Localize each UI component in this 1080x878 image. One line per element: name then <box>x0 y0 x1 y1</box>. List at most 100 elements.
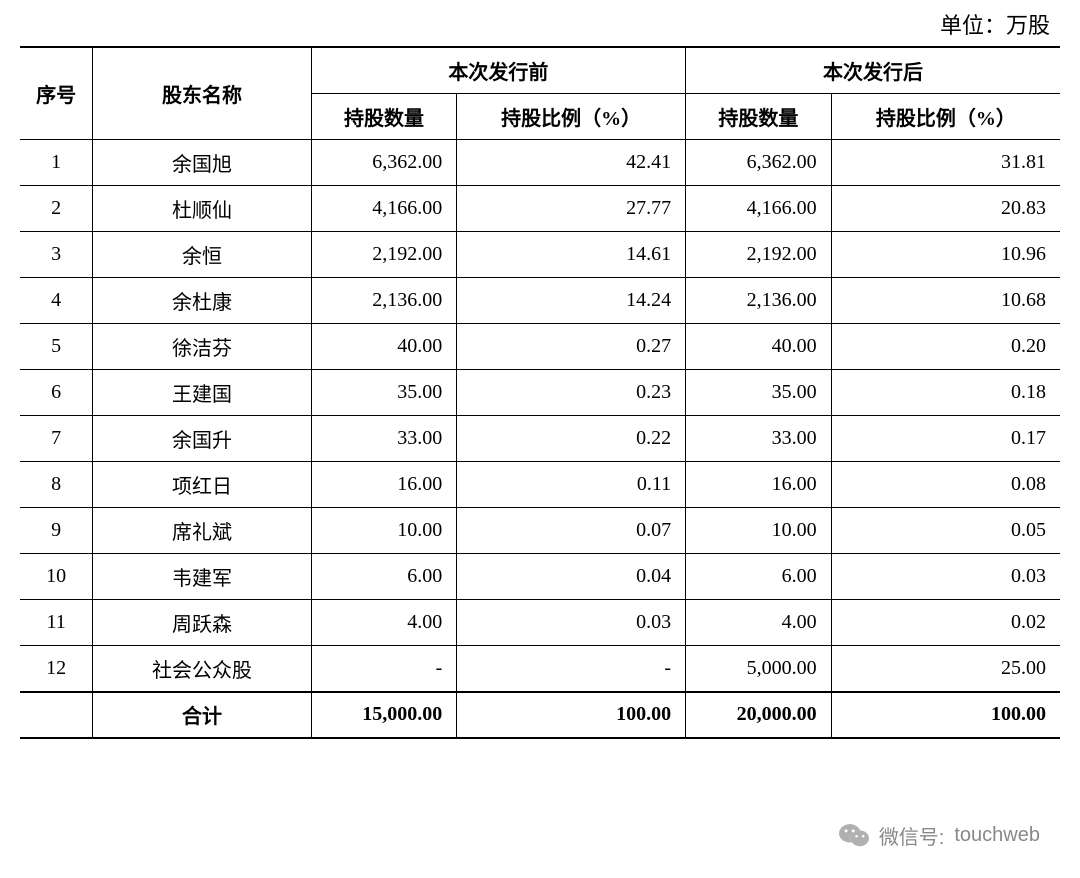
table-row: 7余国升33.000.2233.000.17 <box>20 416 1060 462</box>
table-row: 10韦建军6.000.046.000.03 <box>20 554 1060 600</box>
cell-before-qty: 40.00 <box>311 324 457 370</box>
cell-before-qty: 33.00 <box>311 416 457 462</box>
cell-after-pct: 0.03 <box>831 554 1060 600</box>
cell-before-pct: 27.77 <box>457 186 686 232</box>
cell-before-pct: - <box>457 646 686 692</box>
header-after-qty: 持股数量 <box>686 94 832 140</box>
cell-after-qty: 10.00 <box>686 508 832 554</box>
cell-before-pct: 0.22 <box>457 416 686 462</box>
cell-before-pct: 100.00 <box>457 692 686 738</box>
footer-watermark: 微信号: touchweb <box>839 820 1040 850</box>
cell-before-pct: 0.03 <box>457 600 686 646</box>
footer-label: 微信号: <box>879 821 945 850</box>
cell-after-qty: 4,166.00 <box>686 186 832 232</box>
cell-seq: 12 <box>20 646 93 692</box>
cell-seq: 3 <box>20 232 93 278</box>
cell-before-pct: 0.11 <box>457 462 686 508</box>
cell-before-qty: 16.00 <box>311 462 457 508</box>
cell-before-pct: 42.41 <box>457 140 686 186</box>
cell-before-pct: 14.24 <box>457 278 686 324</box>
cell-name: 合计 <box>93 692 311 738</box>
cell-after-pct: 20.83 <box>831 186 1060 232</box>
cell-seq <box>20 692 93 738</box>
cell-before-pct: 0.23 <box>457 370 686 416</box>
table-row: 8项红日16.000.1116.000.08 <box>20 462 1060 508</box>
cell-before-qty: 6,362.00 <box>311 140 457 186</box>
cell-after-pct: 0.08 <box>831 462 1060 508</box>
cell-before-qty: 10.00 <box>311 508 457 554</box>
cell-after-pct: 0.18 <box>831 370 1060 416</box>
header-before-pct: 持股比例（%） <box>457 94 686 140</box>
cell-name: 韦建军 <box>93 554 311 600</box>
cell-seq: 8 <box>20 462 93 508</box>
cell-after-qty: 6,362.00 <box>686 140 832 186</box>
table-row: 3余恒2,192.0014.612,192.0010.96 <box>20 232 1060 278</box>
cell-after-pct: 0.02 <box>831 600 1060 646</box>
cell-seq: 11 <box>20 600 93 646</box>
table-row: 9席礼斌10.000.0710.000.05 <box>20 508 1060 554</box>
cell-before-qty: 2,192.00 <box>311 232 457 278</box>
cell-before-pct: 14.61 <box>457 232 686 278</box>
cell-after-pct: 0.17 <box>831 416 1060 462</box>
cell-before-qty: 15,000.00 <box>311 692 457 738</box>
cell-before-qty: 2,136.00 <box>311 278 457 324</box>
cell-before-pct: 0.27 <box>457 324 686 370</box>
cell-before-qty: 35.00 <box>311 370 457 416</box>
header-group-after: 本次发行后 <box>686 47 1060 94</box>
cell-name: 余国升 <box>93 416 311 462</box>
cell-before-qty: 4.00 <box>311 600 457 646</box>
cell-after-qty: 5,000.00 <box>686 646 832 692</box>
unit-label: 单位：万股 <box>20 8 1060 40</box>
shareholder-table: 序号 股东名称 本次发行前 本次发行后 持股数量 持股比例（%） 持股数量 持股… <box>20 46 1060 739</box>
cell-after-pct: 25.00 <box>831 646 1060 692</box>
cell-name: 周跃森 <box>93 600 311 646</box>
header-seq: 序号 <box>20 47 93 140</box>
cell-seq: 4 <box>20 278 93 324</box>
header-before-qty: 持股数量 <box>311 94 457 140</box>
cell-after-qty: 2,136.00 <box>686 278 832 324</box>
cell-after-qty: 6.00 <box>686 554 832 600</box>
cell-name: 席礼斌 <box>93 508 311 554</box>
cell-name: 余杜康 <box>93 278 311 324</box>
table-row: 2杜顺仙4,166.0027.774,166.0020.83 <box>20 186 1060 232</box>
cell-seq: 6 <box>20 370 93 416</box>
cell-seq: 1 <box>20 140 93 186</box>
header-after-pct: 持股比例（%） <box>831 94 1060 140</box>
cell-after-qty: 2,192.00 <box>686 232 832 278</box>
cell-name: 余国旭 <box>93 140 311 186</box>
cell-seq: 2 <box>20 186 93 232</box>
cell-name: 余恒 <box>93 232 311 278</box>
header-name: 股东名称 <box>93 47 311 140</box>
cell-after-qty: 20,000.00 <box>686 692 832 738</box>
cell-before-qty: - <box>311 646 457 692</box>
table-row: 1余国旭6,362.0042.416,362.0031.81 <box>20 140 1060 186</box>
cell-after-qty: 33.00 <box>686 416 832 462</box>
cell-before-pct: 0.04 <box>457 554 686 600</box>
cell-before-pct: 0.07 <box>457 508 686 554</box>
cell-before-qty: 6.00 <box>311 554 457 600</box>
cell-name: 社会公众股 <box>93 646 311 692</box>
cell-name: 项红日 <box>93 462 311 508</box>
cell-after-pct: 0.20 <box>831 324 1060 370</box>
table-row: 12社会公众股--5,000.0025.00 <box>20 646 1060 692</box>
cell-after-pct: 31.81 <box>831 140 1060 186</box>
table-row: 5徐洁芬40.000.2740.000.20 <box>20 324 1060 370</box>
cell-after-qty: 4.00 <box>686 600 832 646</box>
cell-seq: 9 <box>20 508 93 554</box>
cell-before-qty: 4,166.00 <box>311 186 457 232</box>
table-row: 4余杜康2,136.0014.242,136.0010.68 <box>20 278 1060 324</box>
cell-after-pct: 0.05 <box>831 508 1060 554</box>
cell-seq: 10 <box>20 554 93 600</box>
table-total-row: 合计15,000.00100.0020,000.00100.00 <box>20 692 1060 738</box>
cell-seq: 7 <box>20 416 93 462</box>
table-row: 6王建国35.000.2335.000.18 <box>20 370 1060 416</box>
wechat-icon <box>839 820 869 850</box>
footer-account: touchweb <box>954 824 1040 847</box>
cell-after-pct: 10.68 <box>831 278 1060 324</box>
cell-name: 徐洁芬 <box>93 324 311 370</box>
cell-name: 杜顺仙 <box>93 186 311 232</box>
cell-seq: 5 <box>20 324 93 370</box>
table-row: 11周跃森4.000.034.000.02 <box>20 600 1060 646</box>
cell-after-qty: 40.00 <box>686 324 832 370</box>
cell-name: 王建国 <box>93 370 311 416</box>
